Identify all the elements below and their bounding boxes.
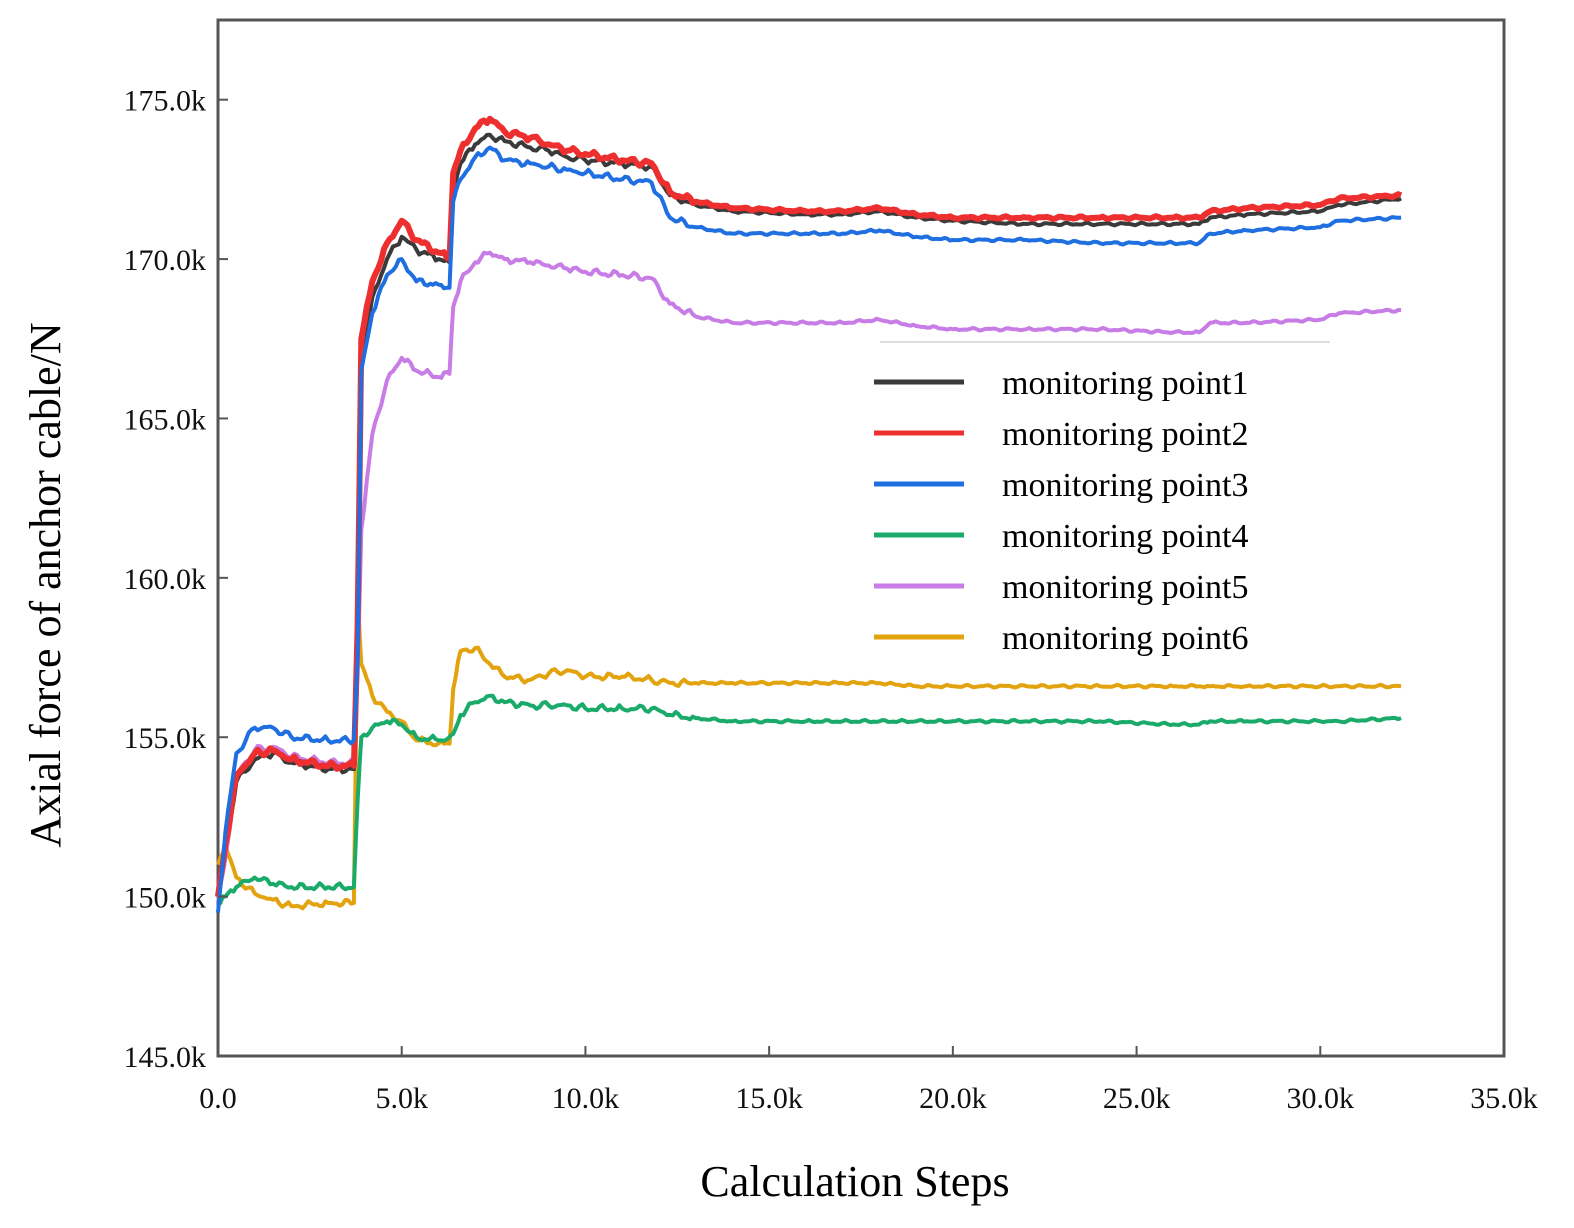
plot-frame: [216, 18, 1506, 1058]
y-tick-label: 175.0k: [124, 85, 207, 118]
y-axis-title: Axial force of anchor cable/N: [21, 322, 70, 847]
x-axis: 0.0 5.0k 10.0k 15.0k 20.0k 25.0k 30.0k 35.0k: [199, 1046, 1538, 1115]
series-line-6: [216, 591, 1402, 911]
series-line-4: [217, 693, 1402, 906]
x-tick-label: 15.0k: [735, 1082, 803, 1115]
x-tick-label: 0.0: [199, 1082, 237, 1115]
series-line-1: [216, 132, 1402, 897]
legend-label-2: monitoring point2: [1002, 416, 1249, 453]
x-tick-label: 20.0k: [919, 1082, 987, 1115]
series-line-3: [216, 145, 1402, 913]
legend-label-5: monitoring point5: [1002, 569, 1249, 606]
legend-label-4: monitoring point4: [1002, 518, 1249, 555]
x-tick-label: 35.0k: [1470, 1082, 1538, 1115]
legend-label-1: monitoring point1: [1002, 365, 1249, 402]
series-line-5: [216, 250, 1402, 904]
y-tick-label: 150.0k: [124, 882, 207, 915]
x-tick-label: 10.0k: [552, 1082, 620, 1115]
x-tick-label: 30.0k: [1287, 1082, 1355, 1115]
y-axis: 145.0k 150.0k 155.0k 160.0k 165.0k 170.0k 175.…: [124, 85, 228, 1074]
legend-label-6: monitoring point6: [1002, 620, 1249, 657]
x-tick-label: 25.0k: [1103, 1082, 1171, 1115]
y-tick-label: 160.0k: [124, 563, 207, 596]
y-tick-label: 170.0k: [124, 244, 207, 277]
legend: monitoring point1 monitoring point2 monito…: [874, 341, 1330, 657]
y-tick-label: 165.0k: [124, 403, 207, 436]
series-layer: [215, 115, 1403, 913]
x-axis-title: Calculation Steps: [700, 1157, 1009, 1206]
y-tick-label: 145.0k: [124, 1041, 207, 1074]
legend-label-3: monitoring point3: [1002, 467, 1249, 504]
series-line-2: [215, 115, 1403, 897]
y-tick-label: 155.0k: [124, 722, 207, 755]
x-tick-label: 5.0k: [375, 1082, 428, 1115]
